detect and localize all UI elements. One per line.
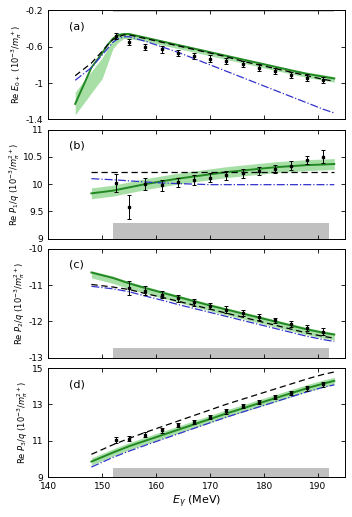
X-axis label: $E_\gamma$ (MeV): $E_\gamma$ (MeV) [172, 494, 221, 510]
Bar [113, 223, 329, 238]
Bar [113, 468, 329, 477]
Y-axis label: Re $E_{0+}$ ($10^{-3}/m_{\pi}^+$): Re $E_{0+}$ ($10^{-3}/m_{\pi}^+$) [10, 25, 24, 104]
Bar [113, 10, 334, 12]
Text: (a): (a) [69, 21, 84, 32]
Text: (c): (c) [69, 260, 84, 270]
Text: (d): (d) [69, 379, 85, 389]
Y-axis label: Re $P_1/q$ ($10^{-3}/m_{\pi}^{2+}$): Re $P_1/q$ ($10^{-3}/m_{\pi}^{2+}$) [7, 142, 22, 226]
Text: (b): (b) [69, 141, 85, 150]
Y-axis label: Re $P_3/q$ ($10^{-3}/m_{\pi}^{2+}$): Re $P_3/q$ ($10^{-3}/m_{\pi}^{2+}$) [15, 381, 31, 464]
Bar [113, 10, 334, 12]
Bar [113, 347, 329, 358]
Y-axis label: Re $P_2/q$ ($10^{-3}/m_{\pi}^{2+}$): Re $P_2/q$ ($10^{-3}/m_{\pi}^{2+}$) [12, 262, 27, 345]
